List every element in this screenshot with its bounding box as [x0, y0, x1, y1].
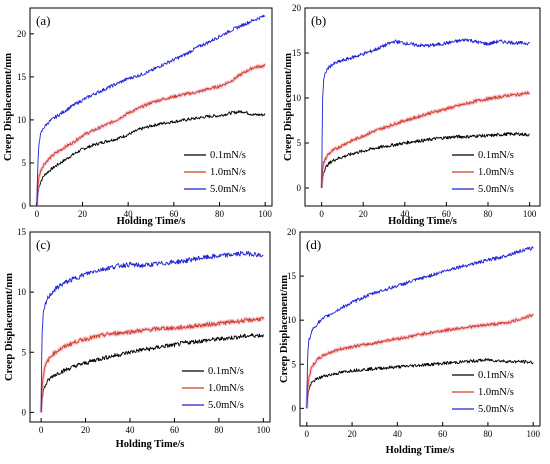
y-tick-label: 15 [17, 227, 27, 237]
x-tick-label: 100 [258, 209, 272, 219]
y-tick-label: 0 [292, 403, 297, 413]
x-tick-label: 100 [523, 209, 537, 219]
plot-frame [29, 7, 273, 207]
panel-label: (c) [36, 237, 50, 252]
series-line-3 [306, 246, 534, 409]
x-tick-label: 60 [438, 429, 448, 439]
legend: 0.1mN/s 1.0mN/s 5.0mN/s [184, 150, 246, 195]
x-tick-label: 0 [35, 209, 40, 219]
legend-entry: 1.0mN/s [208, 383, 244, 394]
chart-panel-3: 0 20 40 60 80 100 0 5 10 15 (c) Holding Time/s Creep… [4, 227, 271, 450]
x-tick-label: 40 [124, 209, 134, 219]
y-tick-label: 10 [287, 315, 297, 325]
series-line-1 [40, 333, 264, 413]
y-tick-label: 0 [22, 201, 27, 211]
y-tick-label: 5 [22, 347, 27, 357]
y-tick-label: 15 [17, 72, 27, 82]
x-tick-label: 80 [214, 425, 224, 435]
x-axis-title: Holding Time/s [388, 216, 457, 227]
series-line-2 [36, 64, 266, 207]
x-tick-label: 20 [359, 209, 369, 219]
y-axis-title: Creep Displacement/nm [3, 53, 14, 161]
y-axis-title: Creep Displacement/nm [283, 53, 294, 161]
y-axis-title: Creep Displacement/nm [4, 273, 15, 381]
x-axis-title: Holding Time/s [117, 216, 186, 227]
legend-entry: 1.0mN/s [478, 167, 514, 178]
plot-frame [304, 7, 541, 207]
legend-entry: 0.1mN/s [208, 366, 244, 377]
x-tick-label: 20 [348, 429, 358, 439]
plot-frame [299, 231, 541, 427]
legend: 0.1mN/s 1.0mN/s 5.0mN/s [452, 150, 514, 195]
x-tick-label: 60 [169, 209, 179, 219]
x-tick-label: 80 [215, 209, 225, 219]
y-tick-label: 5 [22, 158, 27, 168]
legend-entry: 5.0mN/s [210, 184, 246, 195]
x-axis-title: Holding Time/s [116, 439, 185, 450]
y-tick-label: 20 [287, 227, 297, 237]
legend: 0.1mN/s 1.0mN/s 5.0mN/s [182, 366, 244, 411]
y-tick-label: 20 [292, 3, 302, 13]
panel-label: (b) [311, 13, 326, 28]
chart-panel-1: 0 20 40 60 80 100 0 5 10 15 20 (a) Holding Time/s Cre… [3, 7, 273, 227]
legend-entry: 5.0mN/s [478, 404, 514, 415]
chart-panel-2: 0 20 40 60 80 100 0 5 10 15 20 (b) Holding Time/s Cre… [283, 3, 541, 227]
y-tick-label: 10 [17, 115, 27, 125]
panel-label: (d) [306, 237, 321, 252]
x-tick-label: 80 [483, 429, 493, 439]
legend-entry: 1.0mN/s [210, 167, 246, 178]
x-tick-label: 0 [305, 429, 310, 439]
y-tick-label: 0 [22, 407, 27, 417]
series-line-2 [40, 316, 264, 413]
x-tick-label: 100 [257, 425, 271, 435]
legend: 0.1mN/s 1.0mN/s 5.0mN/s [452, 370, 514, 415]
x-tick-label: 20 [78, 209, 88, 219]
x-tick-label: 60 [442, 209, 452, 219]
series-line-1 [306, 358, 534, 409]
x-tick-label: 40 [393, 429, 403, 439]
y-tick-label: 10 [292, 93, 302, 103]
y-axis-title: Creep Displacement/nm [279, 275, 290, 383]
x-tick-label: 20 [81, 425, 91, 435]
series-line-1 [36, 109, 266, 207]
x-tick-label: 100 [526, 429, 540, 439]
series-line-1 [321, 131, 530, 189]
legend-entry: 1.0mN/s [478, 387, 514, 398]
series-line-2 [306, 313, 534, 409]
series-halo [39, 315, 265, 413]
legend-entry: 0.1mN/s [478, 150, 514, 161]
y-tick-label: 10 [17, 287, 27, 297]
y-tick-label: 5 [292, 359, 297, 369]
chart-panel-4: 0 20 40 60 80 100 0 5 10 15 20 (d) Holding Time/s Cre… [279, 227, 541, 456]
x-tick-label: 40 [400, 209, 410, 219]
series-line-3 [40, 250, 264, 413]
x-axis-title: Holding Time/s [386, 445, 455, 456]
y-tick-label: 0 [297, 183, 302, 193]
x-tick-label: 0 [39, 425, 44, 435]
legend-entry: 0.1mN/s [210, 150, 246, 161]
plot-frame [29, 231, 271, 423]
legend-entry: 0.1mN/s [478, 370, 514, 381]
series-line-2 [321, 91, 530, 189]
y-tick-label: 5 [297, 138, 302, 148]
legend-entry: 5.0mN/s [478, 184, 514, 195]
legend-entry: 5.0mN/s [208, 400, 244, 411]
x-tick-label: 80 [484, 209, 494, 219]
y-tick-label: 20 [17, 29, 27, 39]
series-line-3 [321, 38, 530, 189]
x-tick-label: 60 [170, 425, 180, 435]
panel-label: (a) [36, 13, 50, 28]
y-tick-label: 15 [292, 48, 302, 58]
x-tick-label: 0 [319, 209, 324, 219]
series-line-3 [36, 14, 266, 207]
y-tick-label: 15 [287, 271, 297, 281]
x-tick-label: 40 [126, 425, 136, 435]
